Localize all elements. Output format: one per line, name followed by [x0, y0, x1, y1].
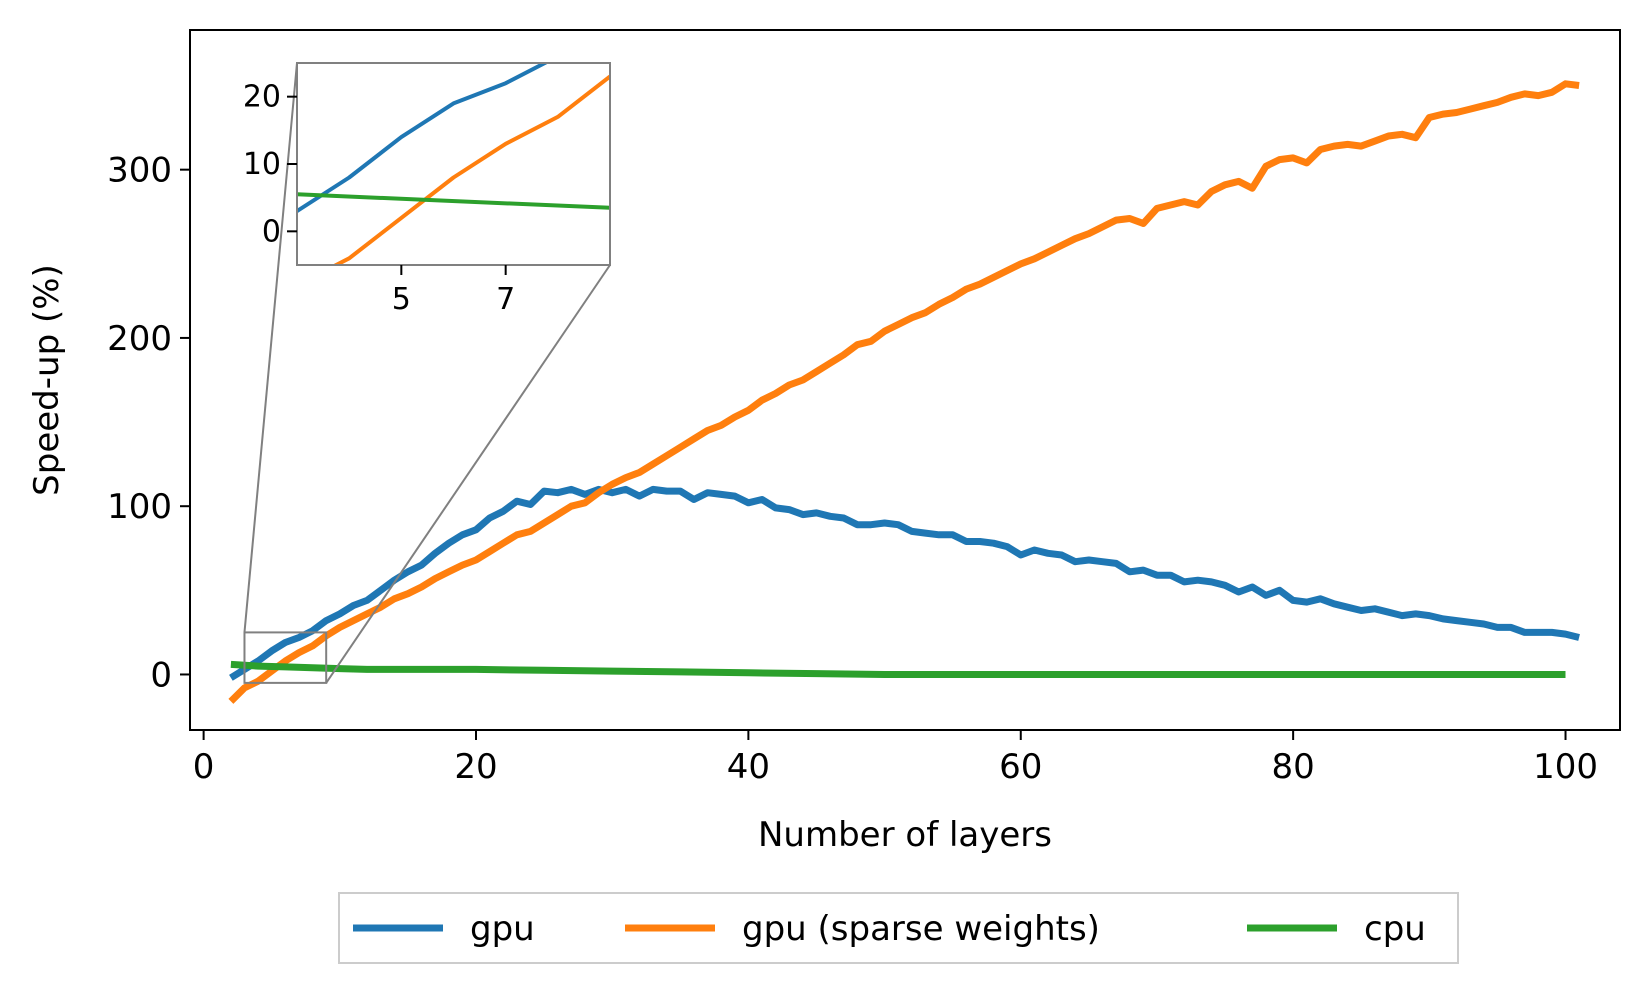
x-tick-label: 0	[193, 747, 215, 787]
y-tick-label: 300	[107, 151, 172, 191]
x-axis: 0 20 40 60 80 100	[193, 730, 1598, 787]
zoom-region-box	[243, 631, 328, 684]
y-tick-label: 0	[150, 655, 172, 695]
inset-y-tick-label: 0	[262, 214, 281, 249]
inset-series-line-cpu	[297, 192, 610, 210]
zoom-indicator	[243, 62, 611, 684]
x-tick-label: 80	[1272, 747, 1315, 787]
legend: gpu gpu (sparse weights) cpu	[338, 892, 1459, 964]
y-axis: 0 100 200 300	[107, 151, 190, 695]
inset-y-tick-label: 10	[243, 147, 281, 182]
y-tick-label: 200	[107, 319, 172, 359]
y-tick-label: 100	[107, 487, 172, 527]
plot-frame	[189, 29, 1621, 731]
inset-x-tick-label: 7	[496, 282, 515, 317]
x-axis-label: Number of layers	[758, 815, 1052, 855]
inset-series-layer	[297, 63, 610, 265]
inset-series-line-gpu	[297, 63, 550, 213]
inset-y-axis: 0 10 20	[243, 80, 297, 249]
x-tick-label: 20	[454, 747, 497, 787]
x-tick-label: 60	[999, 747, 1042, 787]
series-layer	[228, 80, 1580, 704]
inset-series-line-gpu-sparse-weights	[331, 74, 610, 265]
y-axis-label: Speed-up (%)	[27, 264, 67, 496]
x-tick-label: 40	[727, 747, 770, 787]
legend-label-gpu-sparse: gpu (sparse weights)	[742, 909, 1100, 949]
zoom-connector-right	[325, 264, 611, 684]
zoom-connector-left	[243, 62, 298, 633]
series-line-gpu-sparse-weights	[228, 80, 1580, 704]
series-line-cpu	[230, 660, 1566, 678]
inset-x-tick-label: 5	[392, 282, 411, 317]
x-tick-label: 100	[1533, 747, 1598, 787]
series-line-gpu	[229, 485, 1580, 681]
inset-background	[297, 63, 610, 265]
legend-label-cpu: cpu	[1364, 909, 1426, 949]
inset-y-tick-label: 20	[243, 80, 281, 115]
legend-label-gpu: gpu	[470, 909, 535, 949]
